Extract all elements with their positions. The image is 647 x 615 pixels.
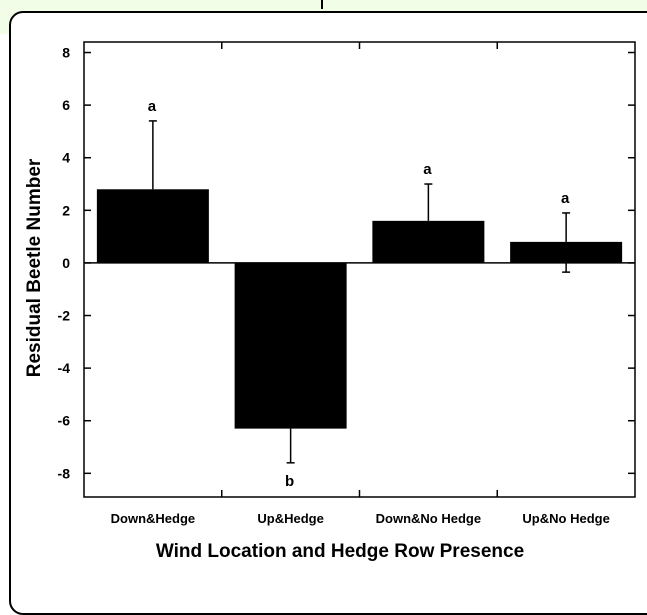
bars [96,189,623,429]
y-tick-label: 0 [62,255,70,271]
x-tick-label: Down&Hedge [111,511,196,526]
x-tick-label: Up&No Hedge [522,511,609,526]
y-axis-title: Residual Beetle Number [24,158,45,377]
plot-border [83,41,636,498]
x-tick-label: Up&Hedge [257,511,323,526]
y-tick-label: -8 [58,465,71,481]
error-bars [148,120,571,464]
x-axis-title: Wind Location and Hedge Row Presence [156,541,524,562]
top-tick-mark [321,0,323,9]
significance-letter: a [148,98,157,115]
y-tick-label: 8 [62,45,70,61]
x-tick-label: Down&No Hedge [376,511,481,526]
bar [372,220,485,263]
bar-chart: -8 -6 -4 -2 0 2 4 6 8 Down&Hedge Up&Hedge Down&No … [24,41,636,562]
plot-area [83,41,636,498]
y-tick-label: 2 [62,202,70,218]
bar [96,189,209,263]
y-tick-label: 6 [62,97,70,113]
significance-letter: a [423,161,432,178]
y-tick-label: 4 [62,150,70,166]
y-tick-label: -6 [58,413,71,429]
y-axis-ticks: -8 -6 -4 -2 0 2 4 6 8 [58,45,635,481]
x-axis-ticks: Down&Hedge Up&Hedge Down&No Hedge Up&No Hed… [111,42,610,526]
significance-letters: a b a a [148,98,570,490]
y-tick-label: -4 [58,360,71,376]
significance-letter: b [285,473,294,490]
significance-letter: a [561,190,570,207]
bar [234,262,347,429]
y-tick-label: -2 [58,308,71,324]
